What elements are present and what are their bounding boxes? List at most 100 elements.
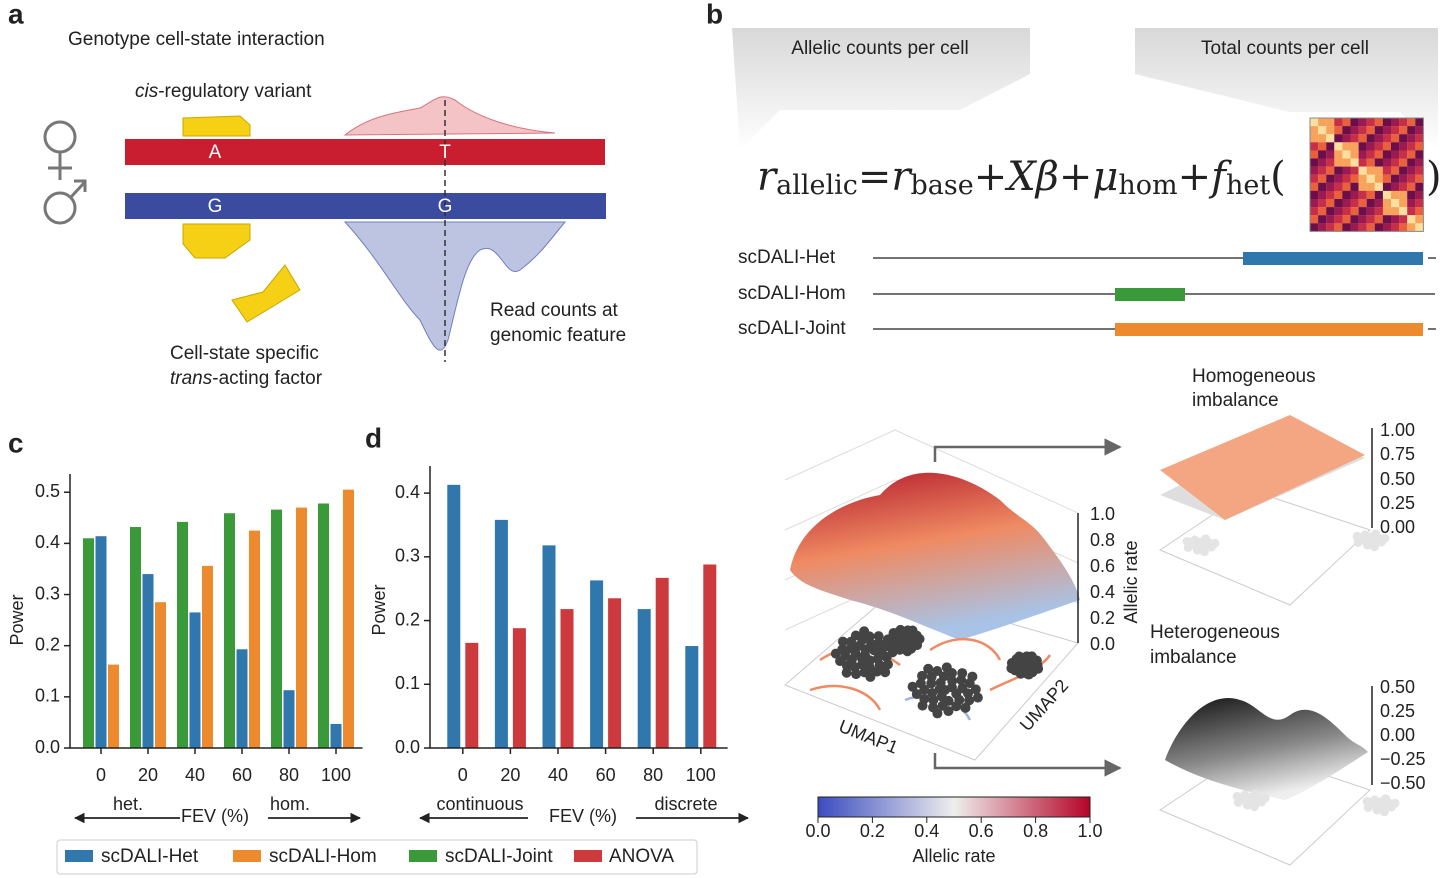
bar: [202, 565, 213, 748]
heatmap-cell: [1382, 142, 1392, 151]
heatmap-cell: [1358, 118, 1367, 127]
colorbar-tick-label: 0.0: [805, 821, 830, 841]
cell-dot-inset: [1390, 798, 1400, 808]
cell-dot-inset: [1362, 540, 1372, 550]
x-tick-label: 100: [686, 765, 716, 785]
bar: [343, 489, 354, 748]
heatmap-cell: [1358, 199, 1367, 208]
cell-dot: [880, 667, 891, 678]
tick-label: 0.00: [1380, 517, 1415, 537]
heatmap-cell: [1366, 174, 1375, 183]
cell-dot-inset: [1240, 790, 1250, 800]
heatmap-cell: [1310, 134, 1319, 143]
heatmap-cell: [1310, 118, 1319, 127]
tick-label: 0.25: [1380, 493, 1415, 513]
heatmap-cell: [1358, 223, 1367, 232]
cis-factor: [182, 223, 251, 259]
cell-dot: [835, 656, 846, 667]
x-tick-label: 80: [279, 765, 299, 785]
heatmap-cell: [1334, 142, 1343, 151]
heatmap-cell: [1415, 158, 1424, 167]
x-tick-label: 40: [548, 765, 568, 785]
heatmap-cell: [1391, 182, 1400, 191]
heatmap-cell: [1326, 166, 1335, 175]
heatmap-cell: [1374, 223, 1383, 232]
axis-spine: [69, 474, 363, 749]
bar: [249, 530, 260, 748]
heatmap-cell: [1415, 215, 1424, 224]
cell-dot: [932, 708, 943, 719]
heatmap-cell: [1350, 142, 1359, 151]
formula: rallelic=rbase+Xβ+μhom+fhet(: [757, 154, 1286, 201]
cell-dot-inset: [1380, 533, 1390, 543]
heatmap-cell: [1334, 126, 1343, 135]
inset-title: Heterogeneous: [1150, 622, 1280, 643]
model-label: scDALI-Het: [738, 247, 836, 268]
bar: [590, 580, 604, 748]
sub: hom: [1118, 170, 1177, 201]
heatmap-cell: [1366, 215, 1375, 224]
model-term: [1115, 288, 1185, 301]
heatmap-cell: [1318, 166, 1327, 175]
heatmap-cell: [1391, 215, 1400, 224]
cell-dot: [851, 669, 862, 680]
cell-dot: [841, 667, 852, 678]
model-term: [1115, 323, 1423, 336]
heatmap-cell: [1374, 126, 1383, 135]
cell-dot-inset: [1192, 545, 1202, 555]
heatmap-cell: [1350, 223, 1359, 232]
heatmap-cell: [1391, 118, 1400, 127]
cell-dot: [911, 689, 922, 700]
heatmap-cell: [1350, 215, 1359, 224]
bar: [177, 521, 188, 748]
heatmap-cell: [1415, 126, 1424, 135]
heatmap-cell: [1310, 174, 1319, 183]
tick-label: 0.50: [1380, 469, 1415, 489]
allele: G: [208, 196, 223, 217]
cell-dot-inset: [1369, 542, 1379, 552]
cell-dot: [1015, 668, 1026, 679]
heatmap-cell: [1415, 190, 1424, 200]
axis-spine: [429, 466, 728, 749]
cell-dot: [964, 695, 975, 706]
density-bottom: [343, 221, 567, 351]
panel-b: b Allelic counts per cell Total counts p…: [706, 0, 1440, 866]
heatmap-cell: [1374, 150, 1383, 159]
funnel: [732, 28, 1030, 150]
heatmap-cell: [1350, 182, 1359, 191]
annotation: het.: [113, 794, 143, 814]
text: -regulatory variant: [158, 81, 312, 102]
y-tick-label: 0.1: [35, 686, 60, 706]
heatmap-cell: [1407, 223, 1416, 232]
annotation: continuous: [436, 794, 523, 814]
heatmap-cell: [1350, 174, 1359, 183]
annotation: hom.: [270, 794, 310, 814]
heatmap-cell: [1310, 199, 1319, 208]
bar: [296, 507, 307, 748]
heatmap-cell: [1382, 118, 1392, 127]
cell-dot: [951, 701, 962, 712]
heatmap-cell: [1382, 215, 1392, 224]
heatmap-cell: [1399, 190, 1408, 200]
sub: allelic: [776, 170, 858, 201]
heatmap-cell: [1407, 126, 1416, 135]
cell-dot: [865, 655, 876, 666]
var: Xβ: [1004, 154, 1059, 200]
heatmap-cell: [1358, 134, 1367, 143]
heatmap-cell: [1318, 126, 1327, 135]
arrow: [933, 438, 1122, 462]
heatmap-cell: [1407, 182, 1416, 191]
italic: trans: [170, 368, 213, 389]
heatmap-cell: [1318, 182, 1327, 191]
heatmap-cell: [1407, 199, 1416, 208]
cell-dot: [938, 671, 949, 682]
heatmap-cell: [1399, 158, 1408, 167]
heatmap-cell: [1318, 174, 1327, 183]
cell-dot-inset: [1360, 530, 1370, 540]
cell-dot: [923, 663, 934, 674]
heatmap-cell: [1310, 223, 1319, 232]
cell-dot: [915, 678, 926, 689]
heatmap-cell: [1391, 134, 1400, 143]
bar: [542, 545, 556, 748]
y-tick-label: 0.4: [35, 532, 60, 552]
